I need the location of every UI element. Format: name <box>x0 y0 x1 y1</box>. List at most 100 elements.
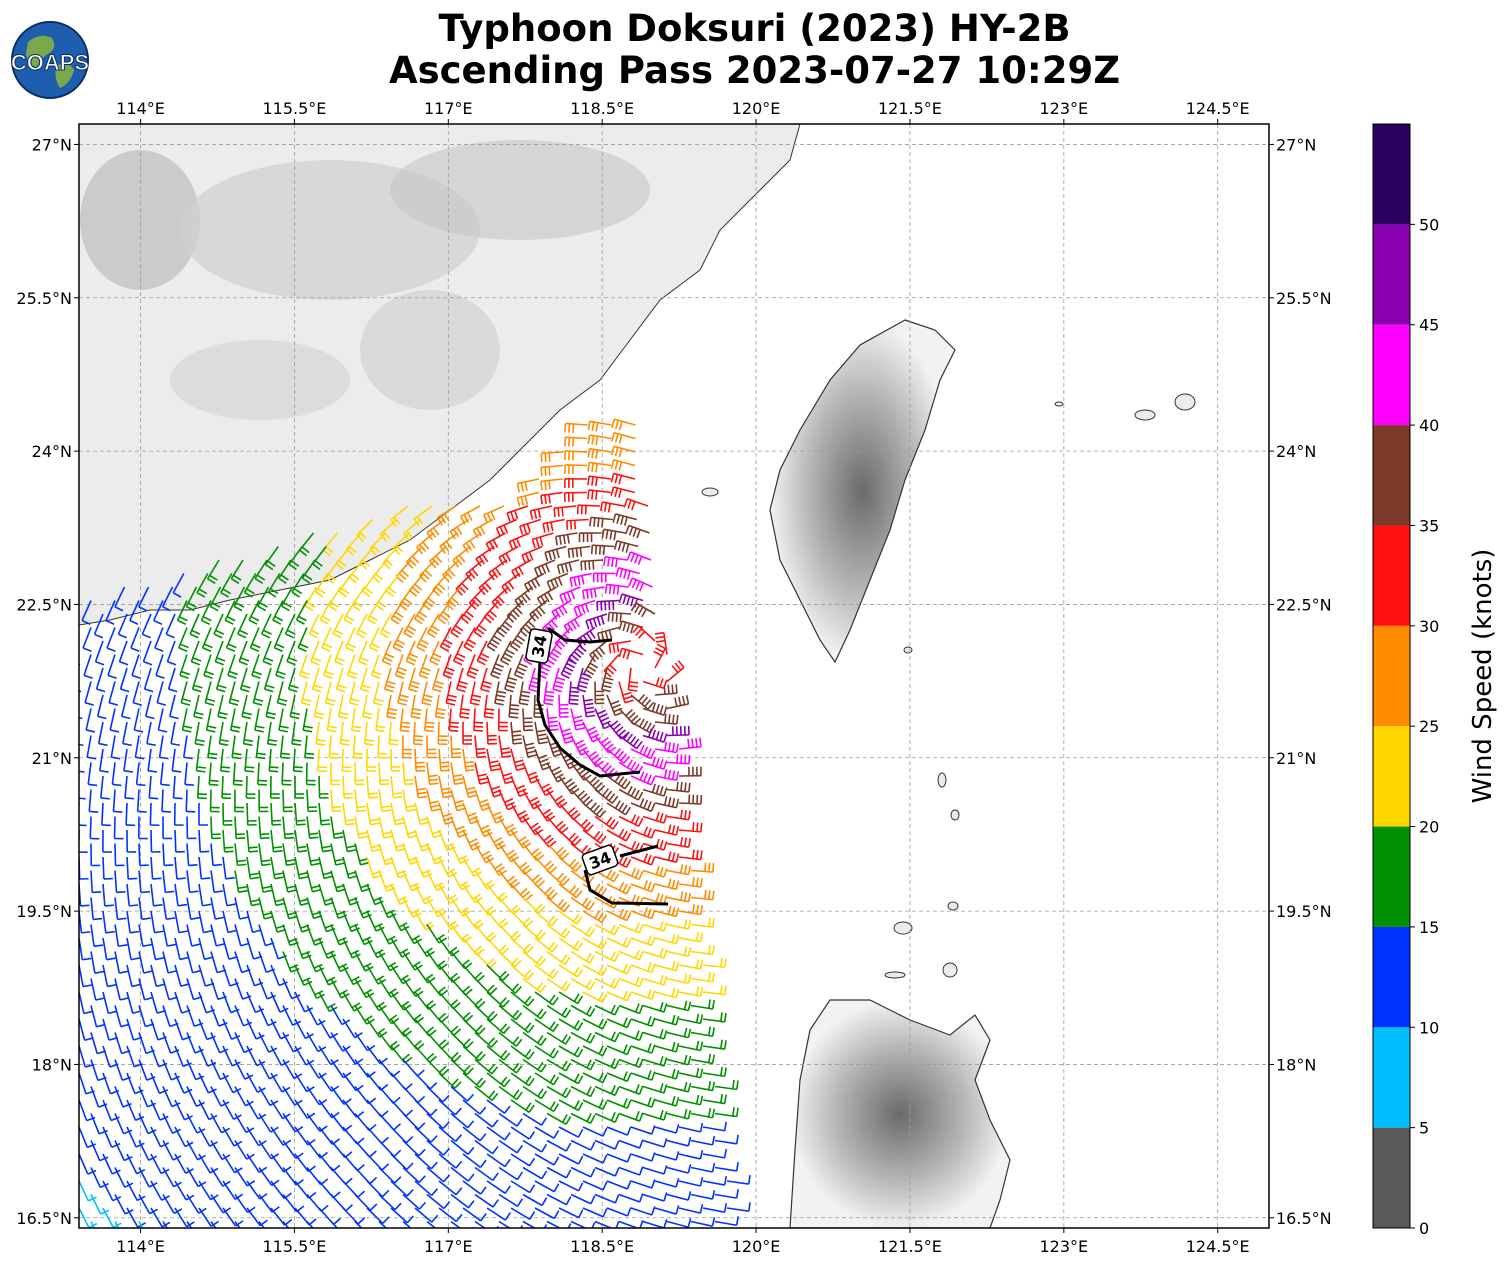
wind-barb <box>460 600 476 624</box>
wind-barb <box>642 1082 668 1094</box>
wind-barb <box>666 1108 692 1120</box>
wind-barb <box>162 1194 183 1215</box>
wind-barb <box>138 586 150 612</box>
wind-barb <box>486 1180 511 1194</box>
wind-barb <box>150 1099 169 1121</box>
wind-barb <box>141 613 152 639</box>
wind-barb <box>354 762 365 786</box>
wind-barb <box>291 721 302 746</box>
wind-barb <box>354 843 370 866</box>
wind-barb <box>306 789 318 813</box>
wind-barb <box>346 654 358 679</box>
colorbar-tick-label: 10 <box>1419 1018 1439 1037</box>
lon-tick-label: 118.5°E <box>570 1237 634 1256</box>
wind-barb <box>210 897 225 920</box>
wind-barb <box>618 647 644 660</box>
wind-barb <box>178 627 189 653</box>
wind-barb <box>474 1193 499 1208</box>
wind-barb <box>546 896 571 913</box>
svg-text:COAPS: COAPS <box>11 50 89 75</box>
colorbar-segment <box>1373 1127 1410 1228</box>
wind-barb <box>258 789 269 813</box>
wind-barb <box>242 721 254 746</box>
wind-barb <box>630 1043 656 1054</box>
wind-barb <box>606 881 632 895</box>
wind-barb <box>473 613 488 638</box>
wind-barb <box>306 816 319 840</box>
wind-barb <box>426 1112 450 1130</box>
wind-barb <box>378 762 390 786</box>
wind-barb <box>498 1031 523 1047</box>
wind-barb <box>390 748 401 772</box>
wind-barb <box>282 951 300 973</box>
wind-barb <box>498 1058 523 1074</box>
wind-barb <box>426 1139 451 1156</box>
wind-barb <box>606 1207 632 1217</box>
wind-barb <box>678 986 704 997</box>
wind-barb <box>522 708 533 732</box>
wind-barb <box>138 978 154 1001</box>
wind-barb <box>114 924 128 948</box>
wind-barb <box>198 1207 220 1228</box>
wind-barb <box>84 681 94 706</box>
wind-barb <box>582 1153 608 1164</box>
wind-barb <box>522 1031 547 1046</box>
wind-barb <box>138 924 152 947</box>
wind-barb <box>370 654 382 679</box>
lat-tick-label: 24°N <box>1276 442 1316 461</box>
wind-barb <box>390 802 405 826</box>
wind-barb <box>297 627 309 652</box>
wind-barb <box>438 1099 462 1116</box>
wind-barb <box>546 1112 572 1125</box>
wind-barb <box>258 816 270 840</box>
wind-barb <box>383 667 396 693</box>
wind-barb <box>198 1018 216 1041</box>
wind-barb <box>587 461 612 473</box>
wind-barb <box>426 789 441 812</box>
wind-barb <box>510 1207 536 1220</box>
wind-barb <box>246 856 260 880</box>
wind-barb <box>702 985 727 996</box>
wind-barb <box>185 586 198 612</box>
wind-barb <box>702 1039 727 1050</box>
wind-barb <box>618 949 644 961</box>
wind-barb <box>570 896 595 911</box>
wind-barb <box>173 802 184 826</box>
wind-barb <box>234 1167 256 1187</box>
wind-barb <box>582 1099 608 1111</box>
colorbar-tick-label: 40 <box>1419 416 1439 435</box>
wind-barb <box>630 798 656 813</box>
wind-barb <box>410 694 422 720</box>
wind-barb <box>510 1072 535 1087</box>
wind-barb <box>576 504 601 515</box>
wind-barb <box>198 883 212 907</box>
wind-barb <box>119 667 130 693</box>
wind-barb <box>210 1140 231 1161</box>
wind-barb <box>642 947 668 959</box>
wind-barb <box>570 1193 596 1205</box>
wind-barb <box>184 762 195 787</box>
wind-barb <box>138 870 150 894</box>
wind-barb <box>246 829 259 853</box>
wind-barb <box>198 829 210 853</box>
wind-barb <box>79 614 80 638</box>
wind-barb <box>642 728 668 743</box>
wind-barb <box>193 694 204 720</box>
wind-barb <box>610 486 635 498</box>
wind-barb <box>576 667 591 693</box>
wind-barb <box>666 919 692 930</box>
wind-barb <box>86 735 97 760</box>
wind-barb <box>702 957 727 969</box>
wind-barb <box>114 843 125 867</box>
wind-barb <box>654 851 680 863</box>
wind-barb <box>678 1122 704 1133</box>
wind-barb <box>150 1045 168 1068</box>
colorbar-segment <box>1373 124 1410 225</box>
lon-tick-label: 121.5°E <box>878 1237 942 1256</box>
wind-barb <box>498 870 521 889</box>
wind-barb <box>618 867 644 881</box>
wind-barb <box>606 748 631 764</box>
wind-barb <box>678 1149 704 1160</box>
wind-barb <box>606 1153 632 1163</box>
wind-barb <box>310 640 322 666</box>
